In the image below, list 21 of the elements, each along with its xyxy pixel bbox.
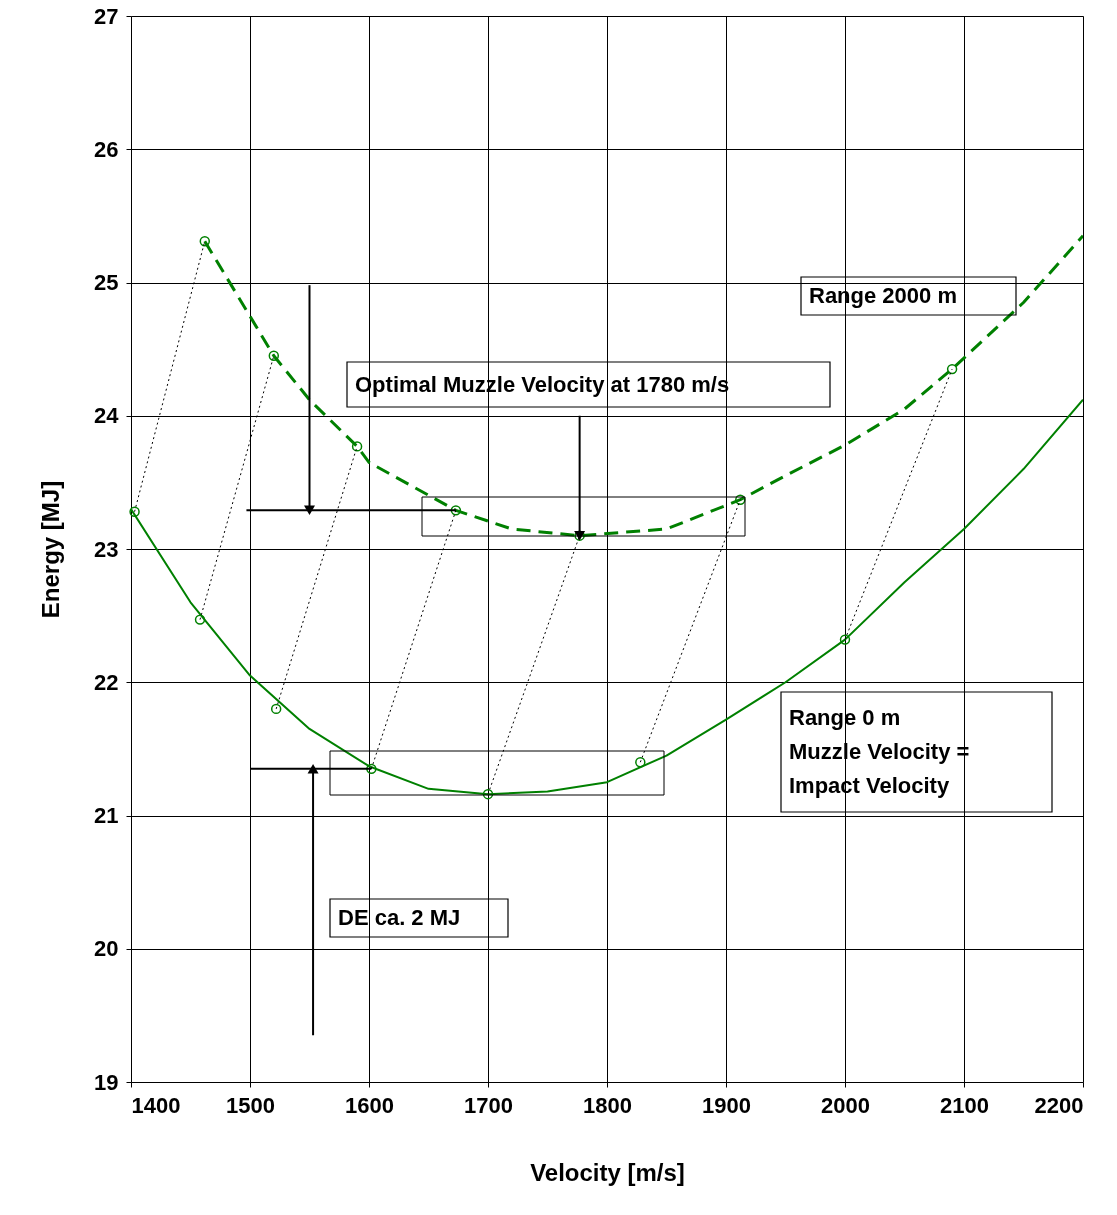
y-tick-label: 20 xyxy=(94,936,119,962)
y-tick-label: 22 xyxy=(94,669,119,695)
x-axis-title: Velocity [m/s] xyxy=(530,1158,685,1186)
annotation: DE ca. 2 MJ xyxy=(338,905,461,930)
x-tick-label: 1600 xyxy=(345,1092,394,1118)
x-tick-label: 2200 xyxy=(1034,1092,1084,1118)
x-tick-label: 1900 xyxy=(702,1092,751,1118)
x-tick-label: 1800 xyxy=(583,1092,632,1118)
y-axis-title: Energy [MJ] xyxy=(37,480,65,619)
y-tick-label: 24 xyxy=(94,403,120,429)
y-tick-label: 25 xyxy=(94,270,119,295)
y-tick-label: 19 xyxy=(94,1069,119,1095)
x-tick-label: 1700 xyxy=(464,1092,513,1118)
x-tick-label: 2000 xyxy=(821,1092,870,1118)
y-tick-label: 26 xyxy=(94,136,119,162)
x-tick-label: 1400 xyxy=(131,1092,181,1118)
x-tick-label: 2100 xyxy=(940,1092,989,1118)
y-tick-label: 23 xyxy=(94,536,119,562)
x-tick-label: 1500 xyxy=(226,1092,275,1118)
y-tick-label: 27 xyxy=(94,3,119,29)
y-tick-label: 21 xyxy=(94,803,119,828)
